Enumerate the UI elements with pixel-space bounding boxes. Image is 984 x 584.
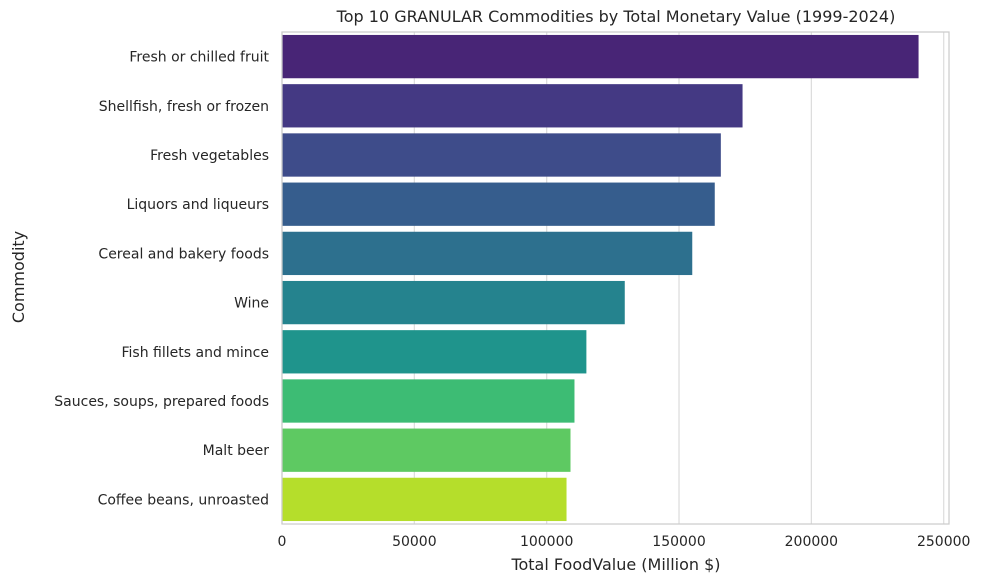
y-tick-labels: Fresh or chilled fruit Shellfish, fresh o… [54,50,269,509]
bars [282,34,919,522]
x-tick-label: 150000 [652,534,705,550]
x-tick-label: 100000 [520,534,573,550]
y-tick-label: Shellfish, fresh or frozen [99,99,269,115]
y-axis-title: Commodity [9,231,28,323]
bar [282,133,721,177]
y-tick-label: Coffee beans, unroasted [98,492,269,508]
x-axis-title: Total FoodValue (Million $) [510,555,720,574]
y-tick-label: Malt beer [203,443,270,459]
y-tick-label: Cereal and bakery foods [98,246,269,262]
x-tick-label: 200000 [785,534,838,550]
y-tick-label: Wine [234,296,269,312]
y-tick-label: Fish fillets and mince [122,345,270,361]
plot-frame [281,31,950,525]
y-tick-label: Liquors and liqueurs [127,197,269,213]
chart-title: Top 10 GRANULAR Commodities by Total Mon… [336,7,896,26]
x-tick-label: 50000 [392,534,437,550]
x-tick-label: 0 [278,534,287,550]
y-tick-label: Fresh or chilled fruit [129,50,269,66]
x-tick-label: 250000 [917,534,970,550]
bar [282,280,625,325]
x-tick-labels: 0 50000 100000 150000 200000 250000 [278,534,971,550]
bar [282,34,919,79]
bar [282,84,743,128]
bar [282,428,571,472]
bar [282,231,693,276]
bar [282,477,567,522]
y-tick-label: Sauces, soups, prepared foods [54,394,269,410]
bar [282,182,715,226]
bar [282,379,575,423]
bar [282,330,587,374]
y-tick-label: Fresh vegetables [150,148,269,164]
